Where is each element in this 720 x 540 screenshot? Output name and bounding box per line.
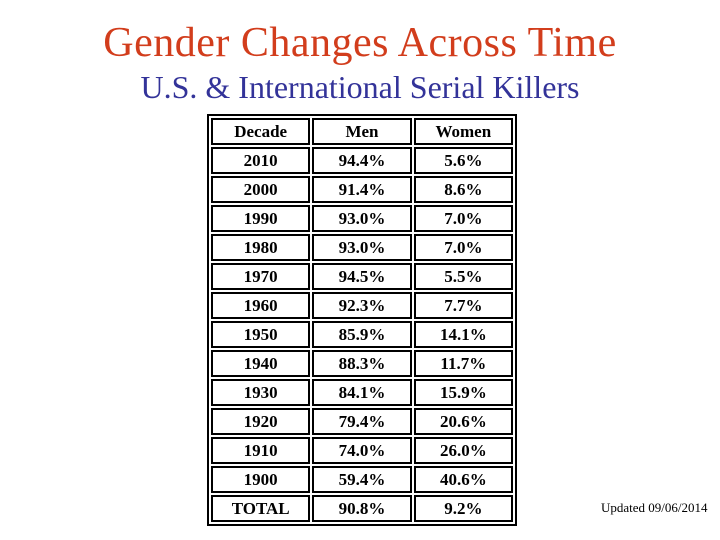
men-cell: 84.1%: [312, 379, 412, 406]
men-cell: 88.3%: [312, 350, 412, 377]
table-container: Decade Men Women 2010 94.4% 5.6% 2000 91.4% 8…: [207, 114, 517, 526]
table-header: Decade Men Women: [211, 118, 513, 145]
women-cell: 7.0%: [413, 205, 513, 232]
women-cell: 26.0%: [413, 437, 513, 464]
men-cell: 90.8%: [312, 495, 412, 522]
decade-cell: 1950: [211, 321, 311, 348]
table-row: 1930 84.1% 15.9%: [211, 379, 513, 406]
women-cell: 7.0%: [413, 234, 513, 261]
column-header-women: Women: [413, 118, 513, 145]
women-cell: 8.6%: [413, 176, 513, 203]
women-cell: 11.7%: [413, 350, 513, 377]
men-cell: 92.3%: [312, 292, 412, 319]
men-cell: 85.9%: [312, 321, 412, 348]
women-cell: 14.1%: [413, 321, 513, 348]
decade-cell: 2010: [211, 147, 311, 174]
decade-cell: 1980: [211, 234, 311, 261]
decade-cell: 1900: [211, 466, 311, 493]
slide-subtitle: U.S. & International Serial Killers: [140, 69, 580, 105]
decade-cell: 1940: [211, 350, 311, 377]
column-header-decade: Decade: [211, 118, 311, 145]
table-row: 1950 85.9% 14.1%: [211, 321, 513, 348]
men-cell: 94.5%: [312, 263, 412, 290]
decade-cell: 1970: [211, 263, 311, 290]
men-cell: 74.0%: [312, 437, 412, 464]
updated-note: Updated 09/06/2014: [601, 500, 708, 515]
women-cell: 5.6%: [413, 147, 513, 174]
decade-cell: 1990: [211, 205, 311, 232]
decade-cell: 1930: [211, 379, 311, 406]
men-cell: 59.4%: [312, 466, 412, 493]
table-row: 1920 79.4% 20.6%: [211, 408, 513, 435]
men-cell: 94.4%: [312, 147, 412, 174]
women-cell: 9.2%: [413, 495, 513, 522]
table-row: 2010 94.4% 5.6%: [211, 147, 513, 174]
gender-by-decade-table: Decade Men Women 2010 94.4% 5.6% 2000 91.4% 8…: [207, 114, 517, 526]
men-cell: 91.4%: [312, 176, 412, 203]
decade-cell: 1960: [211, 292, 311, 319]
table-row: 1970 94.5% 5.5%: [211, 263, 513, 290]
header-row: Decade Men Women: [211, 118, 513, 145]
women-cell: 5.5%: [413, 263, 513, 290]
table-row: 1910 74.0% 26.0%: [211, 437, 513, 464]
decade-cell: 2000: [211, 176, 311, 203]
table-row: 1900 59.4% 40.6%: [211, 466, 513, 493]
table-row: 1940 88.3% 11.7%: [211, 350, 513, 377]
slide-title: Gender Changes Across Time: [103, 20, 617, 66]
women-cell: 20.6%: [413, 408, 513, 435]
table-row: 1980 93.0% 7.0%: [211, 234, 513, 261]
table-body: 2010 94.4% 5.6% 2000 91.4% 8.6% 1990 93.0% 7.0% 1…: [211, 147, 513, 522]
women-cell: 15.9%: [413, 379, 513, 406]
decade-cell: 1910: [211, 437, 311, 464]
men-cell: 79.4%: [312, 408, 412, 435]
men-cell: 93.0%: [312, 234, 412, 261]
men-cell: 93.0%: [312, 205, 412, 232]
table-row: 2000 91.4% 8.6%: [211, 176, 513, 203]
women-cell: 40.6%: [413, 466, 513, 493]
table-row: 1990 93.0% 7.0%: [211, 205, 513, 232]
table-row: 1960 92.3% 7.7%: [211, 292, 513, 319]
column-header-men: Men: [312, 118, 412, 145]
decade-cell: 1920: [211, 408, 311, 435]
table-row: TOTAL 90.8% 9.2%: [211, 495, 513, 522]
women-cell: 7.7%: [413, 292, 513, 319]
decade-cell: TOTAL: [211, 495, 311, 522]
